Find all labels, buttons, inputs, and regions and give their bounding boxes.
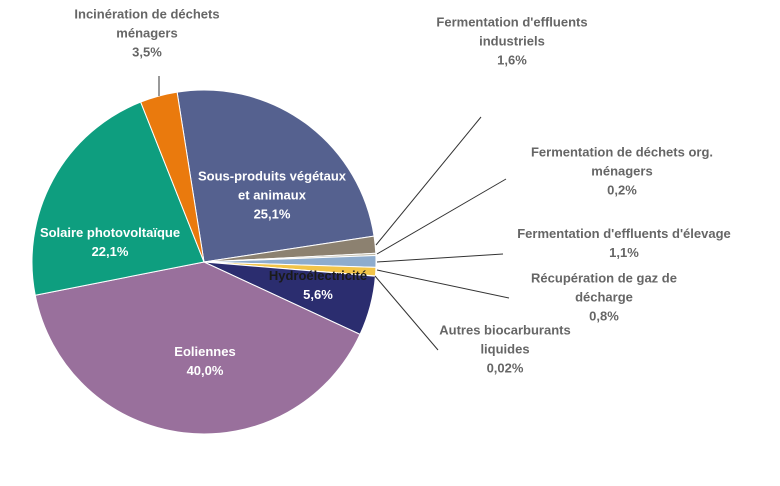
slice-label: industriels [479, 33, 545, 48]
slice-value-label: 0,8% [589, 308, 619, 323]
slice-label: Récupération de gaz de [531, 270, 677, 285]
slice-label: décharge [575, 289, 633, 304]
slice-label: et animaux [238, 187, 307, 202]
slice-label: Fermentation d'effluents [436, 14, 587, 29]
leader-line [375, 116, 482, 246]
pie-slice [140, 91, 205, 263]
slice-label: Fermentation de déchets org. [531, 144, 713, 159]
pie-slices [31, 89, 377, 435]
leader-line [376, 253, 504, 263]
leader-line [376, 269, 510, 299]
slice-label: Incinération de déchets [74, 6, 219, 21]
pie-slice [34, 261, 361, 435]
slice-label: liquides [480, 341, 529, 356]
slice-value-label: 3,5% [132, 44, 162, 59]
slice-value-label: 1,1% [609, 245, 639, 260]
slice-label: Eoliennes [174, 344, 235, 359]
slice-label: Solaire photovoltaïque [40, 225, 180, 240]
leader-line [376, 178, 507, 255]
slice-value-label: 40,0% [187, 363, 224, 378]
slice-label: ménagers [116, 25, 177, 40]
slice-label: Autres biocarburants [439, 322, 570, 337]
slice-value-label: 5,6% [303, 287, 333, 302]
slice-value-label: 0,2% [607, 182, 637, 197]
slice-value-label: 0,02% [487, 360, 524, 375]
pie-slice [176, 89, 375, 263]
pie-slice [31, 101, 205, 296]
slice-value-label: 22,1% [92, 244, 129, 259]
slice-label: Fermentation d'effluents d'élevage [517, 226, 731, 241]
slice-value-label: 1,6% [497, 52, 527, 67]
slice-label: Hydroélectricité [269, 268, 367, 283]
slice-label: Sous-produits végétaux [198, 168, 347, 183]
slice-label: ménagers [591, 163, 652, 178]
slice-labels: Sous-produits végétaux et animaux 25,1% Fer… [40, 6, 731, 378]
slice-value-label: 25,1% [254, 206, 291, 221]
leader-line [374, 275, 439, 351]
